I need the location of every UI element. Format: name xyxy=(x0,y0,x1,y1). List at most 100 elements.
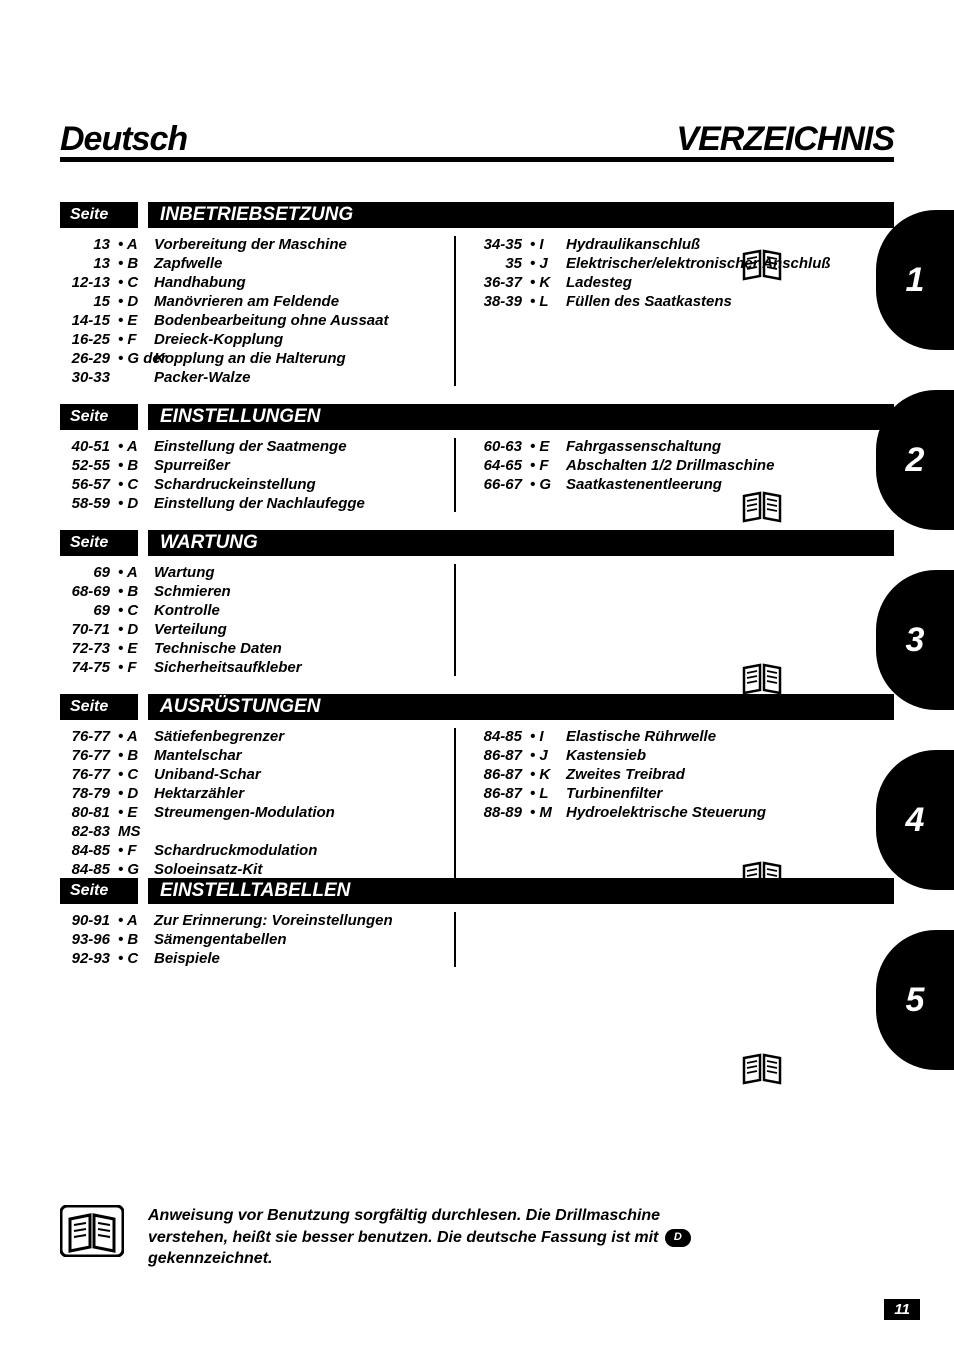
entry-bullet: • D xyxy=(118,293,154,310)
entry-bullet: • J xyxy=(530,255,566,272)
entry-page: 58-59 xyxy=(60,495,118,512)
entry-label: Fahrgassenschaltung xyxy=(566,438,832,455)
entry-label: Füllen des Saatkastens xyxy=(566,293,832,310)
entry-bullet: • D xyxy=(118,785,154,802)
entry-bullet: • C xyxy=(118,950,154,967)
read-manual-icon xyxy=(740,488,784,524)
header-left: Deutsch xyxy=(60,120,187,159)
entry-label: Spurreißer xyxy=(154,457,440,474)
entry-bullet: • B xyxy=(118,931,154,948)
entry-label: Zur Erinnerung: Voreinstellungen xyxy=(154,912,440,929)
entry-label xyxy=(154,823,440,840)
entry-page: 26-29 xyxy=(60,350,118,367)
footnote-line2: verstehen, heißt sie besser benutzen. Di… xyxy=(148,1229,658,1246)
entry-bullet: • C xyxy=(118,274,154,291)
entry-bullet: • E xyxy=(118,312,154,329)
entry-bullet: • F xyxy=(118,842,154,859)
entries-left-column: 69• AWartung68-69• BSchmieren69• CKontro… xyxy=(60,564,440,676)
entry-page: 86-87 xyxy=(472,766,530,783)
entry-label: Sicherheitsaufkleber xyxy=(154,659,440,676)
column-divider xyxy=(454,912,456,967)
entry-page: 78-79 xyxy=(60,785,118,802)
entry-page: 90-91 xyxy=(60,912,118,929)
entry-page: 74-75 xyxy=(60,659,118,676)
entry-label: Verteilung xyxy=(154,621,440,638)
section-header: SeiteINBETRIEBSETZUNG xyxy=(60,202,894,228)
tab-5: 5 xyxy=(876,930,954,1070)
read-manual-icon xyxy=(60,1205,124,1257)
entry-label: Turbinenfilter xyxy=(566,785,832,802)
section-entries: 76-77• ASätiefenbegrenzer76-77• BMantels… xyxy=(60,728,894,878)
entry-page: 86-87 xyxy=(472,747,530,764)
page-header: Deutsch VERZEICHNIS xyxy=(60,120,894,162)
entry-page: 52-55 xyxy=(60,457,118,474)
entry-label: Mantelschar xyxy=(154,747,440,764)
entry-label: Hydraulikanschluß xyxy=(566,236,832,253)
entry-bullet: • G der xyxy=(118,350,154,367)
entry-bullet: • D xyxy=(118,495,154,512)
entry-bullet: • F xyxy=(530,457,566,474)
entry-page: 15 xyxy=(60,293,118,310)
entry-label: Kopplung an die Halterung xyxy=(154,350,440,367)
entry-bullet: • B xyxy=(118,747,154,764)
entry-page: 92-93 xyxy=(60,950,118,967)
entries-left-column: 40-51• AEinstellung der Saatmenge52-55• … xyxy=(60,438,440,512)
entry-bullet: • C xyxy=(118,766,154,783)
entry-bullet: • A xyxy=(118,236,154,253)
tab-3: 3 xyxy=(876,570,954,710)
entry-label: Manövrieren am Feldende xyxy=(154,293,440,310)
entry-bullet: • I xyxy=(530,236,566,253)
entry-label: Zapfwelle xyxy=(154,255,440,272)
entry-page: 14-15 xyxy=(60,312,118,329)
seite-label: Seite xyxy=(60,694,138,720)
entries-right-column: 84-85• IElastische Rührwelle86-87• JKast… xyxy=(472,728,832,878)
entry-page: 12-13 xyxy=(60,274,118,291)
entries-left-column: 13• AVorbereitung der Maschine13• BZapfw… xyxy=(60,236,440,386)
entry-bullet: MS xyxy=(118,823,154,840)
entry-bullet: • D xyxy=(118,621,154,638)
entry-label: Zweites Treibrad xyxy=(566,766,832,783)
entry-page: 68-69 xyxy=(60,583,118,600)
entry-page: 40-51 xyxy=(60,438,118,455)
entry-bullet: • G xyxy=(118,861,154,878)
entry-bullet: • B xyxy=(118,583,154,600)
toc-section: SeiteINBETRIEBSETZUNG 13• AVorbereitung d… xyxy=(60,202,894,386)
entry-label: Vorbereitung der Maschine xyxy=(154,236,440,253)
entry-page: 35 xyxy=(472,255,530,272)
entry-label: Wartung xyxy=(154,564,440,581)
entry-label: Soloeinsatz-Kit xyxy=(154,861,440,878)
entry-label: Elastische Rührwelle xyxy=(566,728,832,745)
seite-label: Seite xyxy=(60,404,138,430)
footnote-line1: Anweisung vor Benutzung sorgfältig durch… xyxy=(148,1207,660,1224)
toc-section: SeiteAUSRÜSTUNGEN76-77• ASätiefenbegrenz… xyxy=(60,694,894,878)
page-number: 11 xyxy=(884,1299,920,1320)
column-divider xyxy=(454,236,456,386)
entry-page: 76-77 xyxy=(60,766,118,783)
entry-bullet: • G xyxy=(530,476,566,493)
entry-bullet: • A xyxy=(118,912,154,929)
entry-page: 72-73 xyxy=(60,640,118,657)
entry-page: 38-39 xyxy=(472,293,530,310)
entry-label: Elektrischer/elektronischer Anschluß xyxy=(566,255,832,272)
entry-label: Sämengentabellen xyxy=(154,931,440,948)
entry-label: Sätiefenbegrenzer xyxy=(154,728,440,745)
section-title: WARTUNG xyxy=(148,530,894,556)
entry-page: 69 xyxy=(60,564,118,581)
entry-label: Uniband-Schar xyxy=(154,766,440,783)
entry-page: 84-85 xyxy=(60,861,118,878)
entry-bullet: • C xyxy=(118,602,154,619)
entry-label: Hydroelektrische Steuerung xyxy=(566,804,832,821)
entry-label: Einstellung der Saatmenge xyxy=(154,438,440,455)
entry-page: 76-77 xyxy=(60,728,118,745)
entry-bullet: • A xyxy=(118,728,154,745)
read-manual-icon xyxy=(740,1050,784,1086)
entry-bullet: • K xyxy=(530,766,566,783)
entry-page: 56-57 xyxy=(60,476,118,493)
entry-bullet: • J xyxy=(530,747,566,764)
entry-label: Technische Daten xyxy=(154,640,440,657)
entry-bullet: • E xyxy=(118,804,154,821)
entry-bullet xyxy=(118,369,154,386)
footnote-line3: gekennzeichnet. xyxy=(148,1250,272,1267)
entry-bullet: • I xyxy=(530,728,566,745)
entry-page: 69 xyxy=(60,602,118,619)
